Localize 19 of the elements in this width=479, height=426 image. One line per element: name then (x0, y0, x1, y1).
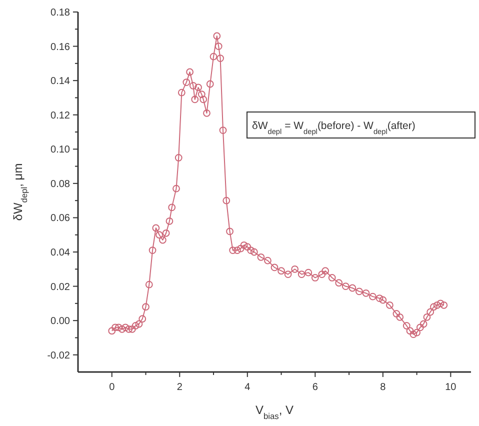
y-tick-label: 0.12 (50, 110, 70, 122)
x-tick-label: 0 (109, 382, 116, 393)
y-tick-label: 0.04 (50, 248, 70, 258)
x-tick-label: 10 (445, 382, 457, 393)
y-tick-label: 0.06 (50, 213, 70, 224)
x-tick-label: 6 (312, 382, 318, 393)
y-tick-label: 0.08 (50, 178, 70, 190)
x-axis-title: V$_{bias}$, V (255, 403, 294, 421)
annotation: δW$_{depl}$ = W$_{depl}$(before) - W$_{depl}$(after) (252, 120, 416, 136)
y-tick-label: -0.02 (47, 350, 70, 362)
x-tick-label: 8 (380, 382, 386, 393)
x-tick-label: 4 (244, 382, 251, 393)
y-tick-label: 0.00 (50, 316, 70, 328)
y-tick-label: 0.10 (50, 144, 70, 156)
x-tick-label: 2 (176, 382, 183, 393)
y-tick-label: 0.18 (50, 8, 70, 18)
y-tick-label: 0.02 (50, 282, 70, 293)
y-tick-label: 0.16 (50, 42, 70, 53)
y-tick-label: 0.14 (50, 76, 70, 88)
